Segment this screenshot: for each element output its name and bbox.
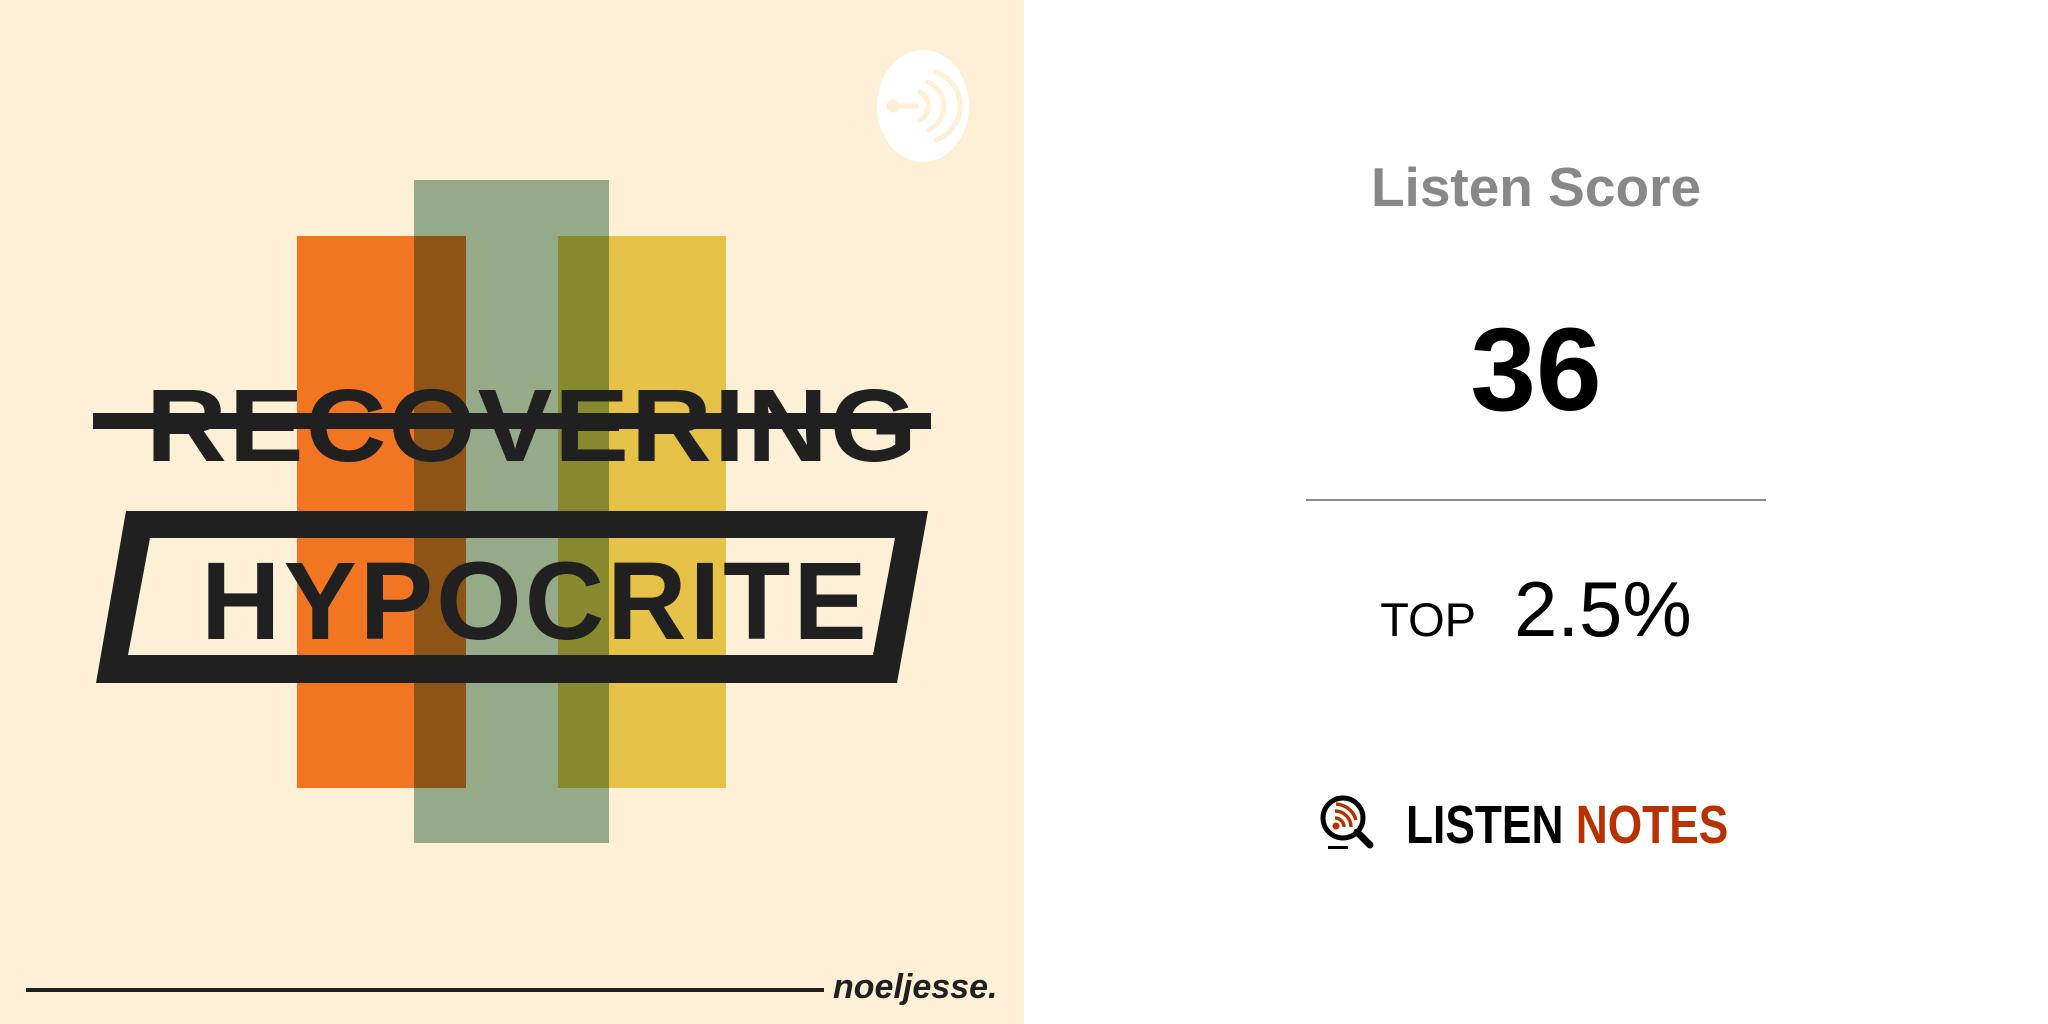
listen-score-value: 36 bbox=[1470, 304, 1602, 436]
rank-value: 2.5% bbox=[1513, 565, 1692, 653]
rank-row: TOP 2.5% bbox=[1306, 570, 1766, 648]
rank-prefix: TOP bbox=[1380, 593, 1476, 646]
podcast-cover-art: RECOVERING HYPOCRITE noeljesse. bbox=[0, 0, 1024, 1024]
cover-title-line2: HYPOCRITE bbox=[201, 540, 870, 663]
listen-notes-logo: LISTEN NOTES bbox=[1318, 790, 1758, 852]
strike-line bbox=[93, 413, 931, 429]
cover-author: noeljesse. bbox=[833, 968, 998, 1006]
title-frame bbox=[26, 50, 969, 992]
listen-score-label: Listen Score bbox=[1370, 156, 1702, 218]
divider bbox=[1306, 499, 1766, 501]
cover-title-line1: RECOVERING bbox=[146, 368, 919, 484]
magnifier-rss-icon bbox=[1320, 795, 1374, 849]
footer-line bbox=[26, 988, 824, 992]
brand-word-notes: NOTES bbox=[1575, 795, 1729, 855]
parallelogram-frame bbox=[96, 511, 928, 683]
brand-word-listen: LISTEN bbox=[1406, 795, 1564, 855]
